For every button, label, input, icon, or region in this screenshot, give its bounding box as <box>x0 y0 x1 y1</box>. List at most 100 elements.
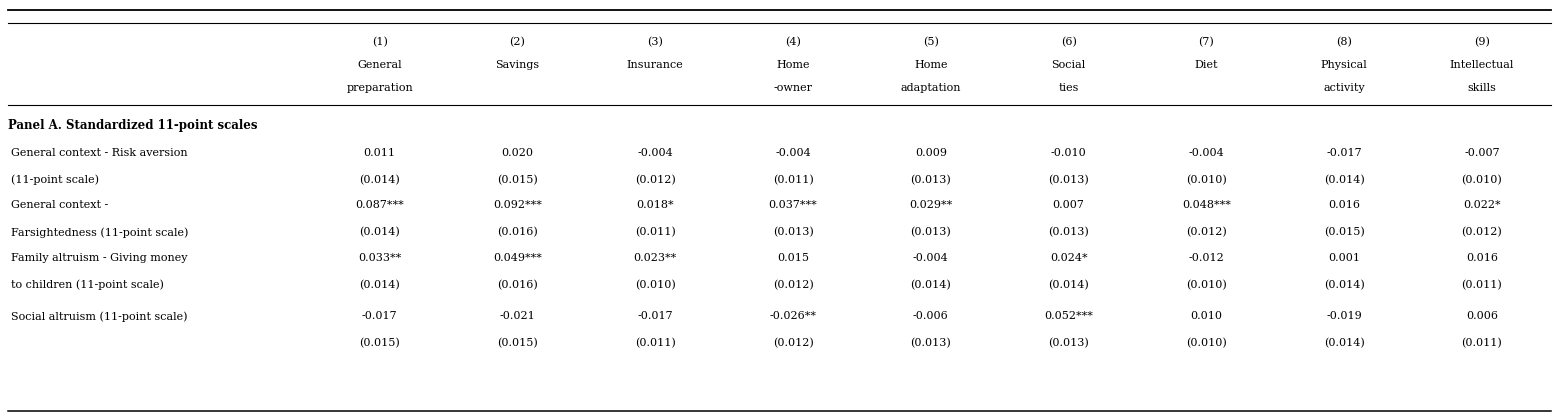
Text: -0.017: -0.017 <box>362 311 398 321</box>
Text: (0.010): (0.010) <box>1186 175 1226 185</box>
Text: (0.013): (0.013) <box>1049 228 1089 238</box>
Text: (0.012): (0.012) <box>1462 228 1503 238</box>
Text: (0.012): (0.012) <box>636 175 676 185</box>
Text: 0.052***: 0.052*** <box>1044 311 1092 321</box>
Text: (3): (3) <box>648 37 664 47</box>
Text: -0.007: -0.007 <box>1464 148 1500 158</box>
Text: Physical: Physical <box>1321 60 1368 70</box>
Text: (6): (6) <box>1061 37 1077 47</box>
Text: 0.006: 0.006 <box>1465 311 1498 321</box>
Text: 0.009: 0.009 <box>915 148 946 158</box>
Text: Savings: Savings <box>496 60 539 70</box>
Text: (0.011): (0.011) <box>1462 280 1503 290</box>
Text: (0.010): (0.010) <box>1462 175 1503 185</box>
Text: -0.004: -0.004 <box>637 148 673 158</box>
Text: skills: skills <box>1467 83 1497 93</box>
Text: 0.016: 0.016 <box>1329 200 1360 210</box>
Text: ties: ties <box>1058 83 1078 93</box>
Text: 0.001: 0.001 <box>1329 253 1360 263</box>
Text: (0.011): (0.011) <box>1462 339 1503 349</box>
Text: (0.013): (0.013) <box>911 175 951 185</box>
Text: Home: Home <box>914 60 948 70</box>
Text: (7): (7) <box>1198 37 1214 47</box>
Text: 0.010: 0.010 <box>1190 311 1223 321</box>
Text: 0.029**: 0.029** <box>909 200 953 210</box>
Text: (4): (4) <box>785 37 800 47</box>
Text: (0.010): (0.010) <box>1186 339 1226 349</box>
Text: -0.021: -0.021 <box>499 311 536 321</box>
Text: (0.013): (0.013) <box>1049 175 1089 185</box>
Text: -0.004: -0.004 <box>775 148 811 158</box>
Text: (8): (8) <box>1336 37 1352 47</box>
Text: -0.004: -0.004 <box>1189 148 1225 158</box>
Text: (0.014): (0.014) <box>1049 280 1089 290</box>
Text: -0.017: -0.017 <box>1327 148 1361 158</box>
Text: -0.017: -0.017 <box>637 311 673 321</box>
Text: Social altruism (11-point scale): Social altruism (11-point scale) <box>11 311 188 322</box>
Text: Social: Social <box>1052 60 1086 70</box>
Text: 0.092***: 0.092*** <box>493 200 542 210</box>
Text: 0.048***: 0.048*** <box>1183 200 1231 210</box>
Text: Intellectual: Intellectual <box>1450 60 1514 70</box>
Text: 0.015: 0.015 <box>777 253 810 263</box>
Text: to children (11-point scale): to children (11-point scale) <box>11 279 163 290</box>
Text: Diet: Diet <box>1195 60 1218 70</box>
Text: -0.010: -0.010 <box>1051 148 1086 158</box>
Text: activity: activity <box>1324 83 1364 93</box>
Text: (0.013): (0.013) <box>911 228 951 238</box>
Text: (0.014): (0.014) <box>1324 339 1364 349</box>
Text: Home: Home <box>777 60 810 70</box>
Text: adaptation: adaptation <box>901 83 960 93</box>
Text: (0.014): (0.014) <box>359 228 399 238</box>
Text: 0.020: 0.020 <box>502 148 533 158</box>
Text: (0.015): (0.015) <box>497 175 538 185</box>
Text: (2): (2) <box>510 37 525 47</box>
Text: 0.016: 0.016 <box>1465 253 1498 263</box>
Text: preparation: preparation <box>347 83 413 93</box>
Text: (0.016): (0.016) <box>497 280 538 290</box>
Text: (0.012): (0.012) <box>772 280 813 290</box>
Text: (0.014): (0.014) <box>359 280 399 290</box>
Text: (0.011): (0.011) <box>636 228 676 238</box>
Text: Insurance: Insurance <box>626 60 684 70</box>
Text: -0.006: -0.006 <box>912 311 949 321</box>
Text: (0.014): (0.014) <box>1324 280 1364 290</box>
Text: 0.037***: 0.037*** <box>769 200 817 210</box>
Text: General context - Risk aversion: General context - Risk aversion <box>11 148 188 158</box>
Text: (0.014): (0.014) <box>911 280 951 290</box>
Text: (0.011): (0.011) <box>636 339 676 349</box>
Text: -0.012: -0.012 <box>1189 253 1225 263</box>
Text: (0.015): (0.015) <box>359 339 399 349</box>
Text: -owner: -owner <box>774 83 813 93</box>
Text: (1): (1) <box>371 37 387 47</box>
Text: 0.024*: 0.024* <box>1051 253 1088 263</box>
Text: -0.004: -0.004 <box>912 253 949 263</box>
Text: (0.014): (0.014) <box>1324 175 1364 185</box>
Text: 0.018*: 0.018* <box>637 200 674 210</box>
Text: 0.049***: 0.049*** <box>493 253 542 263</box>
Text: (0.013): (0.013) <box>1049 339 1089 349</box>
Text: Panel A. Standardized 11-point scales: Panel A. Standardized 11-point scales <box>8 119 258 132</box>
Text: (0.010): (0.010) <box>1186 280 1226 290</box>
Text: -0.019: -0.019 <box>1326 311 1363 321</box>
Text: (5): (5) <box>923 37 939 47</box>
Text: (0.014): (0.014) <box>359 175 399 185</box>
Text: (0.012): (0.012) <box>1186 228 1226 238</box>
Text: 0.011: 0.011 <box>364 148 396 158</box>
Text: (0.016): (0.016) <box>497 228 538 238</box>
Text: (0.011): (0.011) <box>772 175 813 185</box>
Text: -0.026**: -0.026** <box>769 311 816 321</box>
Text: (11-point scale): (11-point scale) <box>11 175 99 186</box>
Text: 0.033**: 0.033** <box>357 253 401 263</box>
Text: 0.022*: 0.022* <box>1464 200 1501 210</box>
Text: 0.007: 0.007 <box>1052 200 1085 210</box>
Text: Farsightedness (11-point scale): Farsightedness (11-point scale) <box>11 227 188 238</box>
Text: General: General <box>357 60 402 70</box>
Text: (0.010): (0.010) <box>636 280 676 290</box>
Text: (0.015): (0.015) <box>1324 228 1364 238</box>
Text: (0.012): (0.012) <box>772 339 813 349</box>
Text: (0.013): (0.013) <box>911 339 951 349</box>
Text: (0.015): (0.015) <box>497 339 538 349</box>
Text: 0.023**: 0.023** <box>634 253 678 263</box>
Text: (0.013): (0.013) <box>772 228 813 238</box>
